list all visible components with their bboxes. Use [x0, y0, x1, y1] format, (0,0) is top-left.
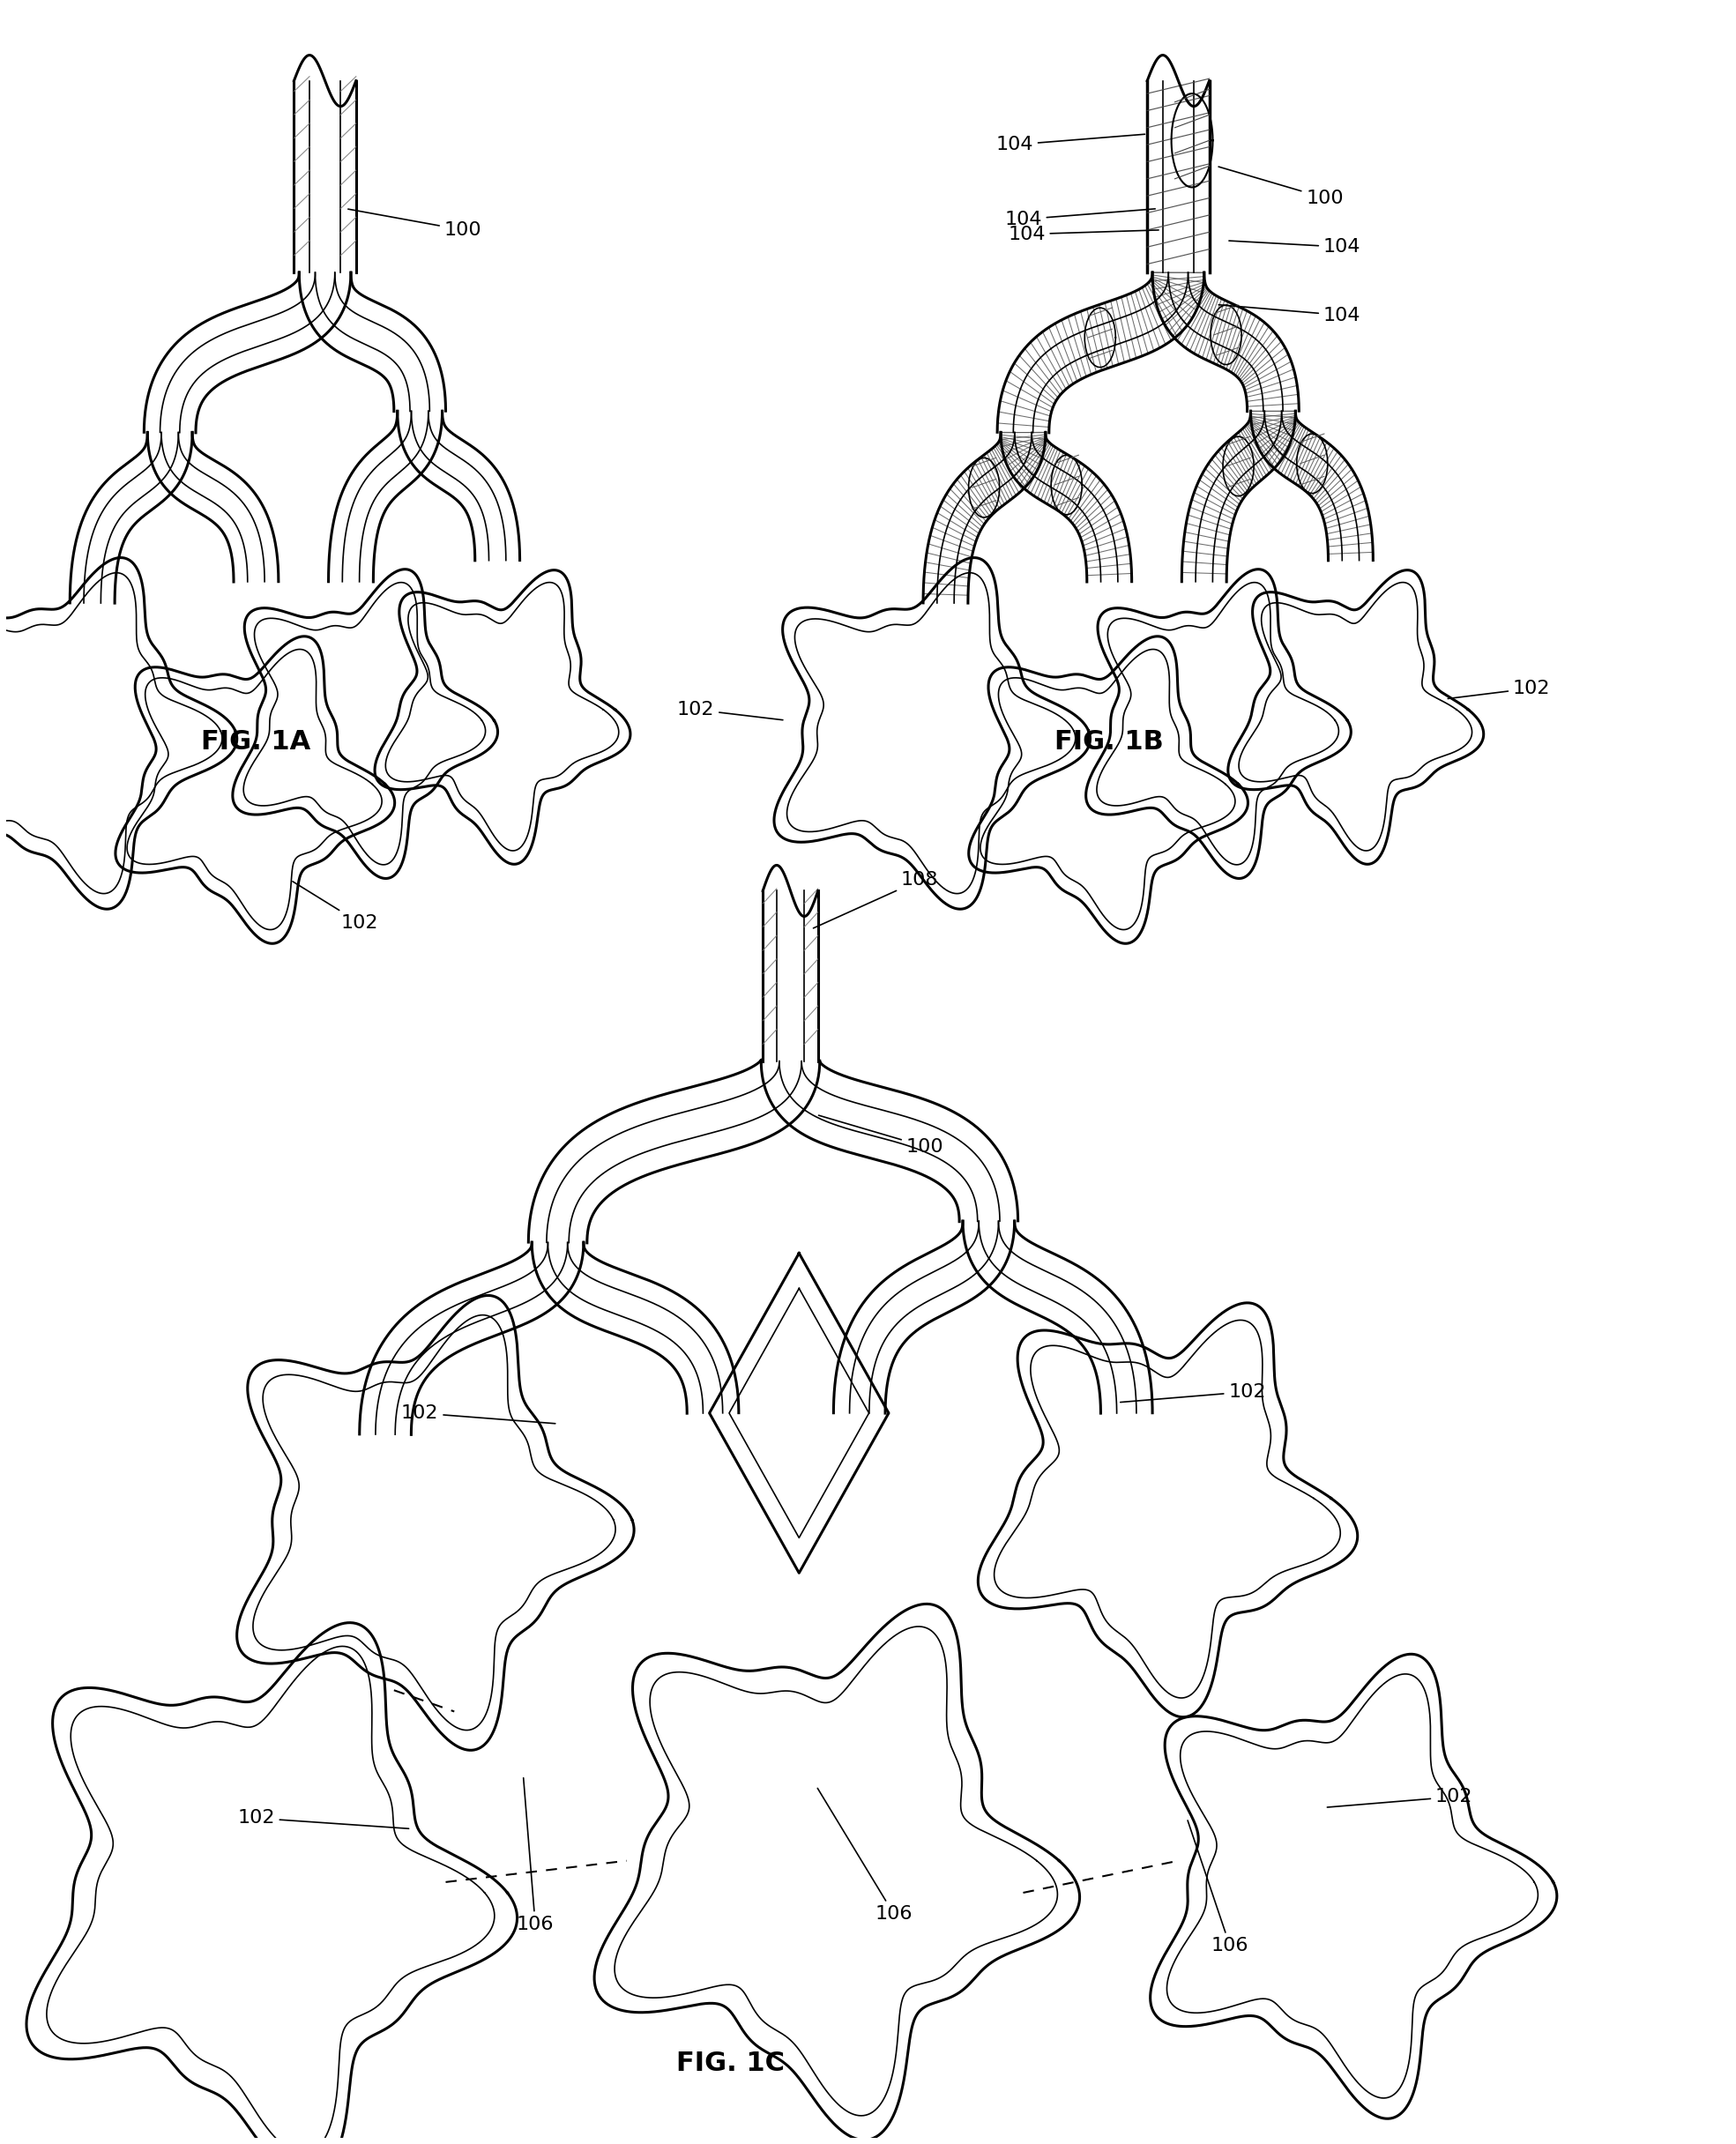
- Text: 106: 106: [1187, 1820, 1248, 1955]
- Text: 106: 106: [818, 1788, 913, 1923]
- Text: 100: 100: [819, 1115, 944, 1156]
- Text: 102: 102: [677, 701, 783, 720]
- Text: 100: 100: [1219, 167, 1344, 206]
- Text: 108: 108: [814, 870, 939, 928]
- Text: 100: 100: [349, 210, 481, 238]
- Text: 104: 104: [1219, 304, 1361, 324]
- Text: 102: 102: [1328, 1788, 1472, 1807]
- Text: 102: 102: [238, 1810, 408, 1829]
- Text: FIG. 1C: FIG. 1C: [675, 2050, 785, 2075]
- Text: 102: 102: [1448, 680, 1550, 699]
- Text: 104: 104: [1009, 225, 1158, 242]
- Text: FIG. 1A: FIG. 1A: [201, 729, 311, 755]
- Text: FIG. 1B: FIG. 1B: [1055, 729, 1163, 755]
- Text: 102: 102: [401, 1404, 556, 1424]
- Text: 106: 106: [517, 1777, 554, 1934]
- Text: 104: 104: [1229, 238, 1361, 255]
- Text: 104: 104: [1005, 208, 1154, 227]
- Text: 102: 102: [293, 881, 378, 933]
- Text: 104: 104: [996, 135, 1144, 154]
- Text: 102: 102: [1120, 1383, 1266, 1402]
